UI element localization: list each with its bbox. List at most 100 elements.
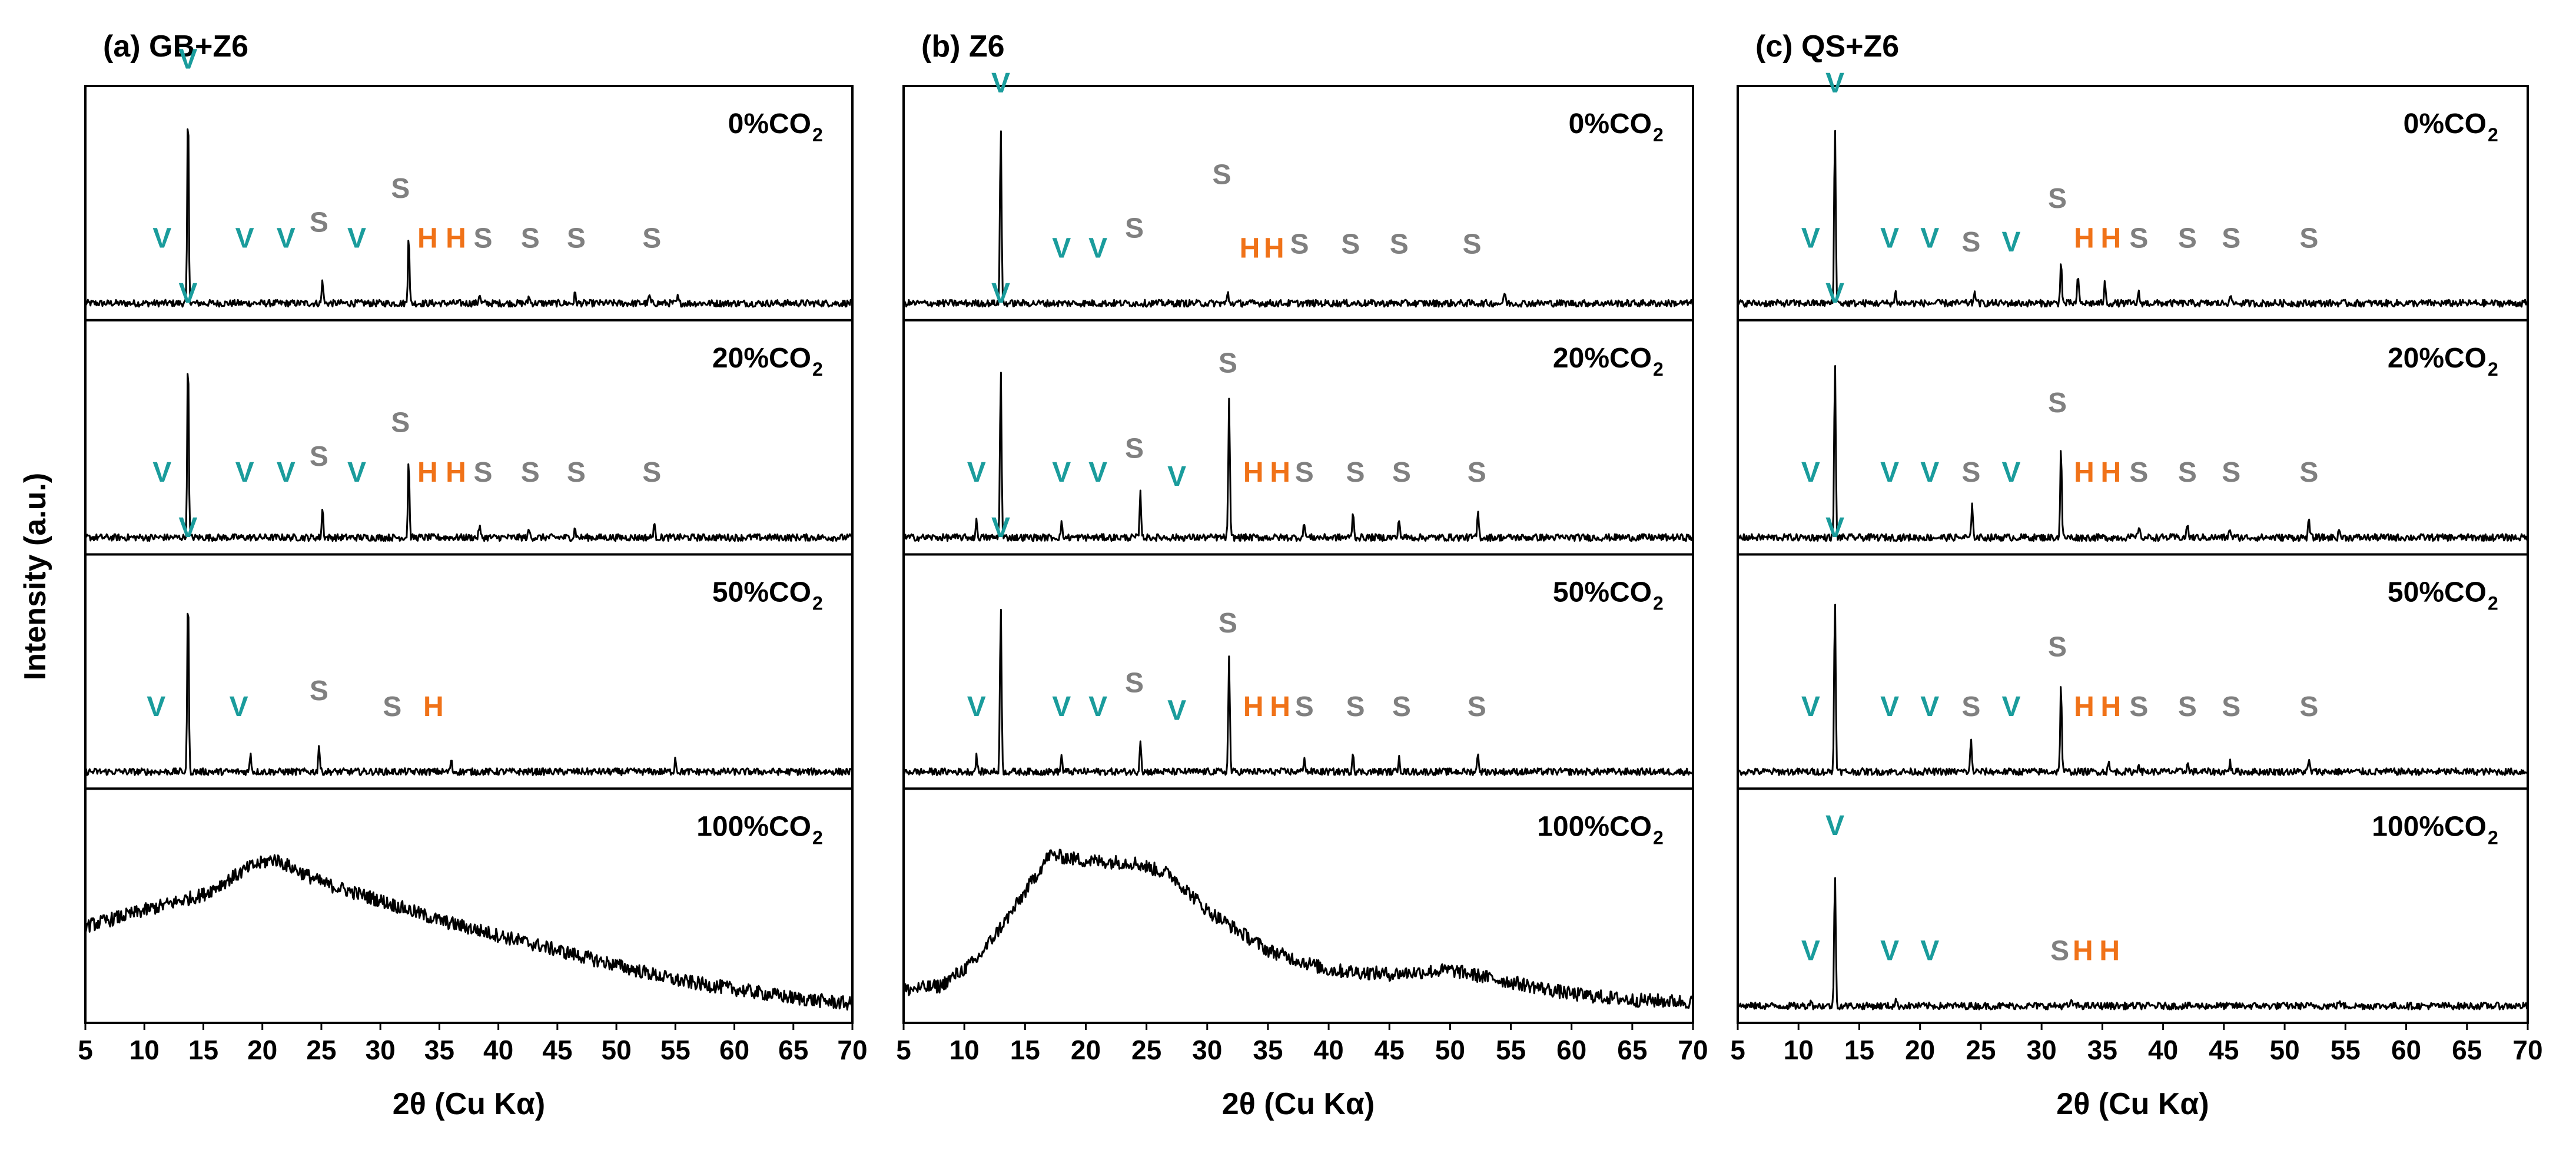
peak-marker-v: V xyxy=(2002,227,2021,258)
x-tick-label: 20 xyxy=(1071,1035,1101,1065)
peak-marker-v: V xyxy=(178,44,197,75)
xrd-trace-4 xyxy=(1737,877,2529,1010)
peak-marker-v: V xyxy=(230,691,248,723)
peak-marker-v: V xyxy=(1167,461,1186,492)
series-label: 0%CO xyxy=(728,108,811,140)
x-tick-label: 20 xyxy=(247,1035,277,1065)
x-tick-label: 60 xyxy=(2391,1035,2421,1065)
xrd-trace-1 xyxy=(902,130,1694,308)
peak-marker-s: S xyxy=(642,223,661,254)
xrd-trace-3 xyxy=(902,608,1694,776)
peak-marker-v: V xyxy=(967,691,986,723)
x-tick-label: 25 xyxy=(1131,1035,1161,1065)
peak-marker-h: H xyxy=(1270,691,1290,723)
peak-marker-h: H xyxy=(2073,936,2093,967)
peak-marker-v: V xyxy=(1880,691,1899,723)
series-label-subscript: 2 xyxy=(2488,827,2498,848)
peak-marker-s: S xyxy=(1961,227,1980,258)
x-tick-label: 5 xyxy=(1730,1035,1745,1065)
peak-marker-v: V xyxy=(1167,695,1186,727)
peak-marker-s: S xyxy=(1295,691,1314,723)
peak-marker-s: S xyxy=(1125,433,1144,465)
xrd-trace-2 xyxy=(1737,365,2529,542)
x-tick-label: 10 xyxy=(1784,1035,1814,1065)
peak-marker-h: H xyxy=(2074,457,2094,488)
peak-marker-s: S xyxy=(391,173,410,204)
x-tick-label: 35 xyxy=(424,1035,454,1065)
peak-marker-v: V xyxy=(1088,457,1107,488)
x-tick-label: 65 xyxy=(778,1035,808,1065)
peak-marker-v: V xyxy=(1052,233,1071,264)
x-tick-label: 35 xyxy=(1253,1035,1283,1065)
panel-title: (b) Z6 xyxy=(921,29,1005,64)
series-label: 100%CO xyxy=(696,811,811,842)
peak-marker-s: S xyxy=(1390,229,1409,260)
peak-marker-s: S xyxy=(1392,457,1411,488)
peak-marker-s: S xyxy=(2050,936,2069,967)
peak-marker-s: S xyxy=(1290,229,1309,260)
xrd-trace-4 xyxy=(84,854,854,1011)
peak-marker-s: S xyxy=(310,441,328,472)
peak-marker-s: S xyxy=(310,675,328,707)
x-tick-label: 40 xyxy=(2148,1035,2178,1065)
peak-marker-v: V xyxy=(1920,457,1939,488)
peak-marker-v: V xyxy=(991,512,1010,544)
peak-marker-s: S xyxy=(2222,691,2240,723)
peak-marker-v: V xyxy=(1801,691,1820,723)
peak-marker-s: S xyxy=(567,457,586,488)
peak-marker-h: H xyxy=(423,691,444,723)
x-tick-label: 65 xyxy=(2452,1035,2482,1065)
series-label: 100%CO xyxy=(2372,811,2487,842)
peak-marker-v: V xyxy=(235,457,254,488)
peak-marker-h: H xyxy=(2074,691,2094,723)
peak-marker-h: H xyxy=(1243,457,1264,488)
series-label-subscript: 2 xyxy=(1653,359,1664,380)
xrd-trace-2 xyxy=(903,372,1694,542)
peak-marker-v: V xyxy=(1801,457,1820,488)
x-tick-label: 5 xyxy=(896,1035,911,1065)
peak-marker-v: V xyxy=(1825,278,1844,309)
series-label: 50%CO xyxy=(1553,577,1652,608)
peak-marker-s: S xyxy=(1213,159,1231,190)
peak-marker-v: V xyxy=(1825,810,1844,841)
peak-marker-s: S xyxy=(1295,457,1314,488)
peak-marker-s: S xyxy=(642,457,661,488)
x-tick-label: 5 xyxy=(78,1035,93,1065)
xrd-trace-2 xyxy=(84,373,854,542)
x-tick-label: 70 xyxy=(2512,1035,2542,1065)
x-tick-label: 70 xyxy=(837,1035,867,1065)
peak-marker-v: V xyxy=(178,278,197,309)
series-label-subscript: 2 xyxy=(2488,124,2498,145)
series-label: 20%CO xyxy=(712,343,811,374)
peak-marker-s: S xyxy=(474,457,493,488)
x-tick-label: 40 xyxy=(1313,1035,1343,1065)
peak-marker-s: S xyxy=(2299,691,2318,723)
x-tick-label: 55 xyxy=(660,1035,691,1065)
peak-marker-h: H xyxy=(446,223,466,254)
peak-marker-v: V xyxy=(991,278,1010,309)
xrd-trace-4 xyxy=(903,849,1694,1009)
x-tick-label: 35 xyxy=(2087,1035,2117,1065)
peak-marker-v: V xyxy=(1088,233,1107,264)
series-label-subscript: 2 xyxy=(1653,827,1664,848)
peak-marker-v: V xyxy=(1880,457,1899,488)
peak-marker-s: S xyxy=(1463,229,1482,260)
peak-marker-s: S xyxy=(310,207,328,238)
x-tick-label: 25 xyxy=(306,1035,336,1065)
peak-marker-v: V xyxy=(1801,936,1820,967)
peak-marker-v: V xyxy=(1052,691,1071,723)
series-label-subscript: 2 xyxy=(812,359,823,380)
peak-marker-s: S xyxy=(1219,608,1237,639)
peak-marker-s: S xyxy=(2299,223,2318,254)
x-tick-label: 20 xyxy=(1905,1035,1935,1065)
peak-marker-h: H xyxy=(2101,691,2122,723)
peak-marker-v: V xyxy=(2002,457,2021,488)
peak-marker-v: V xyxy=(1801,223,1820,254)
peak-marker-v: V xyxy=(152,457,171,488)
peak-marker-s: S xyxy=(1125,213,1144,244)
series-label-subscript: 2 xyxy=(812,827,823,848)
xrd-trace-1 xyxy=(1737,130,2529,308)
